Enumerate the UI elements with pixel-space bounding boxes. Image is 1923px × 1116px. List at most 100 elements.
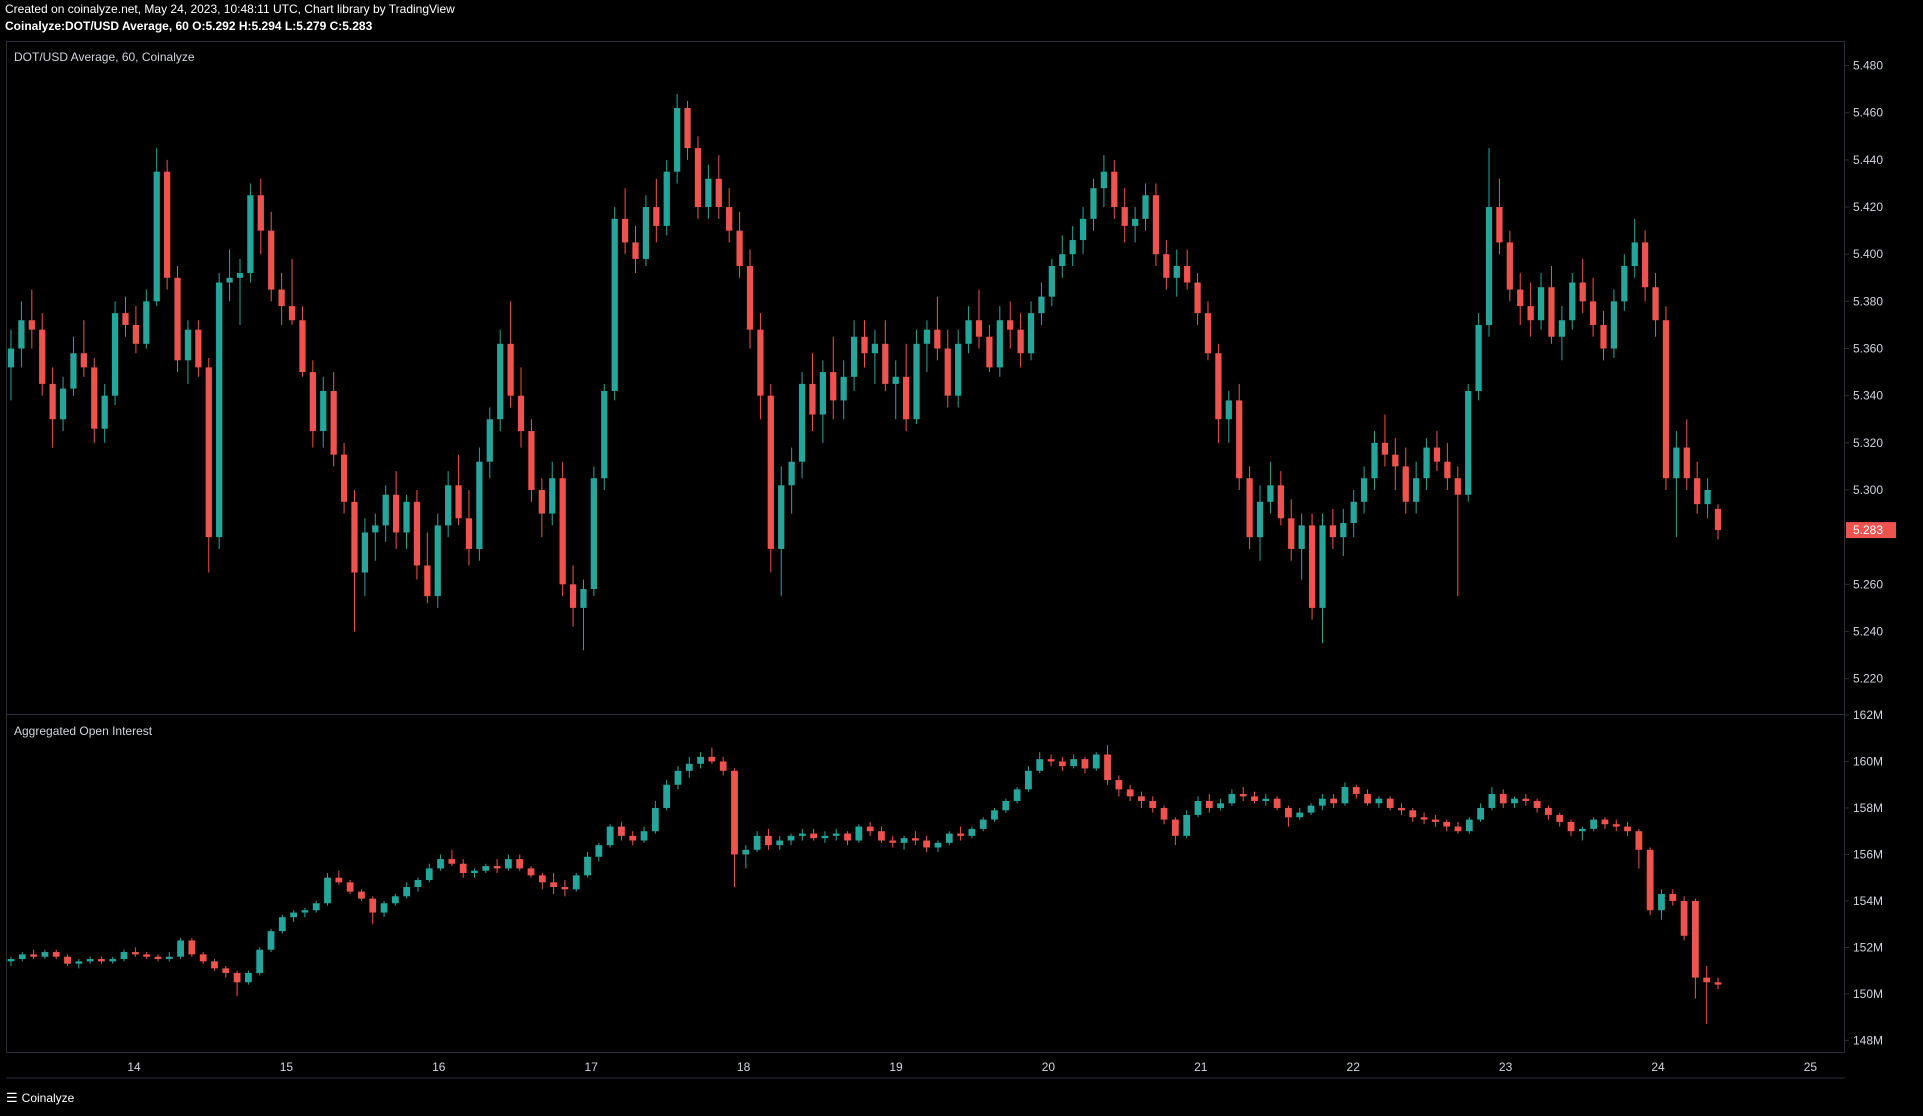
price-candle-body [101, 395, 108, 429]
price-candle-body [1402, 466, 1409, 502]
oi-candle-body [312, 903, 320, 911]
price-candle-body [309, 372, 316, 432]
price-candle-body [1298, 525, 1305, 549]
oi-candle-body [765, 835, 772, 846]
oi-candle-body [335, 877, 343, 883]
price-candle-body [996, 320, 1003, 368]
oi-candle-body [1364, 794, 1371, 804]
price-y-tick-label: 5.400 [1853, 247, 1883, 261]
price-candle-body [122, 313, 129, 325]
oi-candle-body [391, 896, 399, 904]
price-candle-body [216, 282, 223, 538]
open-interest-series-label: Aggregated Open Interest [14, 724, 153, 738]
price-candle-body [236, 273, 244, 278]
oi-candle-body [1511, 798, 1518, 804]
price-candle-body [1163, 254, 1170, 278]
price-candle-body [788, 461, 795, 486]
footer-brand-label: Coinalyze [21, 1091, 75, 1105]
price-candle-body [1485, 207, 1493, 325]
price-candle-body [1017, 329, 1024, 354]
price-y-tick-label: 5.300 [1853, 483, 1883, 497]
oi-candle-body [629, 835, 637, 841]
price-candle-body [205, 367, 212, 538]
oi-candle-body [165, 956, 173, 960]
price-candle-body [538, 490, 545, 514]
price-candle-body [382, 494, 389, 526]
price-candle-body [1225, 400, 1232, 420]
oi-candle-body [527, 868, 535, 876]
oi-candle-body [245, 972, 252, 983]
oi-candle-body [606, 826, 614, 846]
price-candle-body [1111, 171, 1118, 208]
price-candle-body [7, 348, 15, 368]
oi-candle-body [177, 940, 184, 957]
oi-candle-body [550, 882, 558, 887]
price-candle-body [91, 367, 98, 429]
price-candle-body [1371, 442, 1378, 479]
oi-candle-body [1025, 770, 1032, 790]
price-y-tick-label: 5.260 [1853, 577, 1883, 591]
price-candle-body [1204, 313, 1212, 354]
oi-candle-body [640, 831, 648, 841]
price-candle-body [1069, 240, 1076, 255]
oi-candle-body [1081, 759, 1089, 769]
price-candle-body [465, 518, 473, 549]
price-candle-body [153, 171, 160, 302]
price-candle-body [1475, 324, 1482, 391]
price-candle-body [403, 501, 410, 533]
price-candle-body [247, 195, 254, 274]
oi-candle-body [7, 959, 15, 962]
price-candle-body [340, 454, 348, 502]
x-tick-label: 19 [889, 1060, 903, 1074]
footer-brand[interactable]: ☰ Coinalyze [6, 1090, 74, 1106]
oi-candle-body [787, 835, 795, 841]
oi-candle-body [1205, 800, 1213, 808]
oi-candle-body [651, 807, 659, 832]
price-candle-body [871, 343, 879, 354]
oi-candle-body [1477, 807, 1484, 820]
price-candle-body [445, 485, 452, 526]
price-candle-body [1007, 320, 1014, 330]
oi-candle-body [538, 875, 546, 883]
x-tick-label: 14 [127, 1060, 141, 1074]
x-tick-label: 16 [432, 1060, 446, 1074]
price-candle-body [1256, 501, 1264, 538]
price-candle-body [819, 372, 826, 415]
oi-candle-body [878, 831, 885, 841]
price-candle-body [1236, 400, 1243, 479]
oi-candle-body [1262, 798, 1270, 801]
price-candle-body [1714, 508, 1722, 531]
last-price-label: 5.283 [1853, 523, 1883, 537]
oi-candle-body [934, 842, 942, 848]
price-candle-body [1673, 447, 1680, 479]
price-candle-body [1173, 266, 1180, 278]
oi-candle-body [425, 868, 433, 881]
oi-candle-body [199, 954, 207, 962]
oi-candle-body [584, 856, 591, 876]
oi-candle-body [64, 956, 71, 964]
oi-candle-body [866, 826, 874, 832]
oi-candle-body [1375, 798, 1383, 804]
oi-candle-body [403, 886, 411, 897]
price-candle-body [299, 320, 306, 373]
oi-candle-body [278, 917, 286, 932]
oi-candle-body [1013, 789, 1021, 801]
oi-candle-body [889, 840, 897, 843]
price-candle-body [372, 525, 379, 533]
oi-candle-body [979, 819, 987, 829]
price-candle-body [715, 178, 722, 208]
price-candle-body [850, 336, 858, 377]
x-tick-label: 17 [585, 1060, 599, 1074]
price-candle-body [257, 195, 264, 231]
oi-candle-body [1285, 807, 1292, 818]
price-candle-body [476, 461, 483, 549]
price-candle-body [1558, 320, 1565, 337]
oi-candle-body [595, 845, 603, 857]
price-candle-body [1454, 478, 1461, 495]
oi-candle-body [1217, 803, 1224, 808]
price-candle-body [1100, 171, 1108, 189]
price-candle-body [923, 329, 931, 344]
price-candle-body [1319, 525, 1326, 608]
open-interest-panel[interactable] [6, 714, 1845, 1053]
